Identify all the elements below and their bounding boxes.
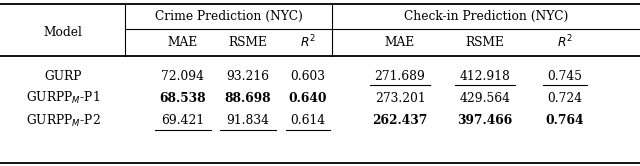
Text: $R^2$: $R^2$ xyxy=(300,34,316,50)
Text: GURP: GURP xyxy=(44,70,82,83)
Text: RSME: RSME xyxy=(228,36,268,48)
Text: GURPP$_M$-P1: GURPP$_M$-P1 xyxy=(26,90,100,106)
Text: RSME: RSME xyxy=(465,36,504,48)
Text: 412.918: 412.918 xyxy=(460,70,511,83)
Text: 69.421: 69.421 xyxy=(161,115,205,127)
Text: 0.640: 0.640 xyxy=(289,91,327,105)
Text: 93.216: 93.216 xyxy=(227,70,269,83)
Text: 397.466: 397.466 xyxy=(458,115,513,127)
Text: 88.698: 88.698 xyxy=(225,91,271,105)
Text: 262.437: 262.437 xyxy=(372,115,428,127)
Text: 0.603: 0.603 xyxy=(291,70,326,83)
Text: MAE: MAE xyxy=(168,36,198,48)
Text: 429.564: 429.564 xyxy=(460,91,511,105)
Text: Model: Model xyxy=(44,26,83,39)
Text: $R^2$: $R^2$ xyxy=(557,34,573,50)
Text: 68.538: 68.538 xyxy=(160,91,206,105)
Text: 0.764: 0.764 xyxy=(546,115,584,127)
Text: 0.724: 0.724 xyxy=(547,91,582,105)
Text: Crime Prediction (NYC): Crime Prediction (NYC) xyxy=(155,9,303,23)
Text: MAE: MAE xyxy=(385,36,415,48)
Text: 91.834: 91.834 xyxy=(227,115,269,127)
Text: 72.094: 72.094 xyxy=(161,70,205,83)
Text: Check-in Prediction (NYC): Check-in Prediction (NYC) xyxy=(404,9,568,23)
Text: GURPP$_M$-P2: GURPP$_M$-P2 xyxy=(26,113,100,129)
Text: 271.689: 271.689 xyxy=(374,70,426,83)
Text: 0.614: 0.614 xyxy=(291,115,326,127)
Text: 0.745: 0.745 xyxy=(547,70,582,83)
Text: 273.201: 273.201 xyxy=(374,91,426,105)
